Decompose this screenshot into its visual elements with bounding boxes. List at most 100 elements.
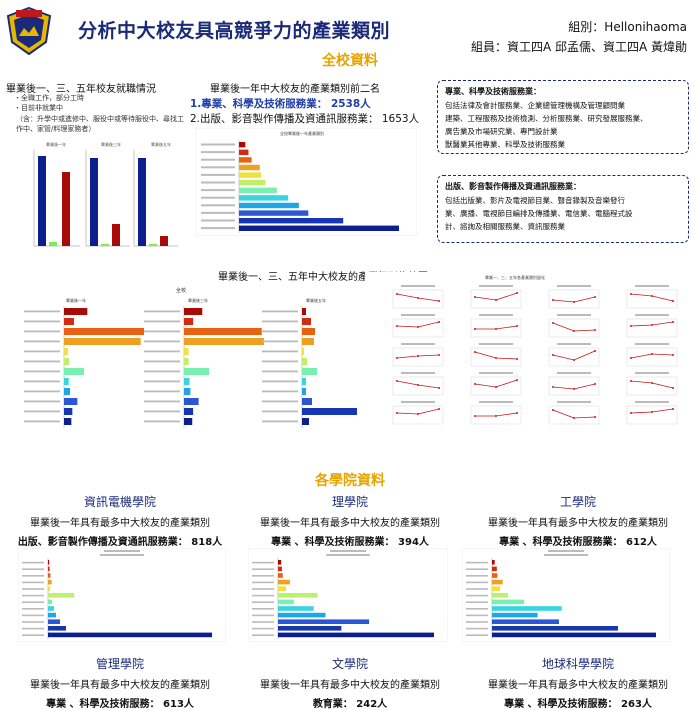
college-chart-bar	[278, 579, 290, 585]
college-category-label	[252, 561, 274, 564]
trend-overall-bar	[184, 358, 189, 365]
college-chart-bar	[278, 586, 286, 591]
trend-category-label	[144, 420, 180, 423]
employment-bar-3c	[160, 236, 168, 246]
trend-mini-plot	[626, 343, 678, 367]
school-chart-bar	[239, 149, 249, 155]
college-chart-engineering	[462, 548, 670, 642]
section-title-school: 全校資料	[322, 53, 378, 69]
school-chart-bar	[239, 172, 262, 178]
college-chart-bar	[492, 619, 559, 624]
trend-category-label	[262, 350, 298, 353]
trend-category-label	[144, 330, 180, 333]
college-card-management: 管理學院 畢業後一年具有最多中大校友的產業類別 專業 、科學及技術服務： 613…	[0, 655, 240, 710]
box2-line-3: 計、諮詢及相關服務業、資訊服務業	[445, 222, 565, 231]
school-chart-bar	[239, 142, 246, 148]
college-desc: 畢業後一年具有最多中大校友的產業類別	[488, 518, 668, 529]
college-chart-bar	[48, 593, 75, 598]
school-chart-category-label	[201, 181, 235, 184]
college-category-label	[466, 568, 488, 570]
college-category-label	[466, 621, 488, 623]
college-top-industry: 專業 、科學及技術服務： 613人	[46, 699, 194, 710]
employment-bar-3a	[138, 158, 146, 246]
trend-category-label	[262, 410, 298, 413]
school-chart-category-label	[201, 151, 235, 154]
college-chart-bar	[492, 632, 656, 638]
school-chart-category-label	[201, 189, 235, 192]
section-title-college: 各學院資料	[315, 473, 385, 489]
college-chart-bar	[278, 566, 282, 572]
college-chart-bar	[48, 606, 55, 611]
page-title: 分析中大校友具高競爭力的產業類別	[78, 20, 391, 42]
trend-mini-plot	[392, 343, 444, 367]
college-chart-science	[248, 548, 448, 642]
college-chart-bar	[492, 606, 562, 611]
trend-category-label	[144, 380, 180, 383]
college-category-label	[22, 575, 44, 577]
trend-mini-plot	[626, 314, 678, 338]
college-category-label	[466, 581, 488, 584]
college-chart-bar	[48, 612, 57, 618]
college-chart-bar	[492, 560, 495, 565]
school-chart-bar	[239, 195, 289, 201]
college-category-label	[252, 627, 274, 630]
college-name: 地球科學學院	[541, 657, 614, 671]
trend-overall-bar	[184, 368, 210, 375]
college-chart-bar	[278, 593, 318, 598]
trend-overall-bar	[302, 328, 315, 335]
trend-overall-bar	[302, 348, 304, 355]
trend-category-label	[262, 420, 298, 423]
trend-category-label	[24, 390, 60, 393]
top2-item-1: 1.專業、科學及技術服務業： 2538人	[190, 98, 371, 110]
college-category-label	[466, 588, 488, 590]
trend-grid-title: 畢業一、三、五年各產業類別變化	[485, 274, 545, 280]
employment-bar-1b	[49, 242, 57, 246]
trend-overall-bar	[64, 408, 73, 415]
college-chart-bar	[492, 626, 618, 631]
box2-heading: 出版、影音製作傳播及資通訊服務業：	[445, 182, 581, 191]
trend-category-label	[262, 400, 298, 403]
school-chart-category-label	[201, 227, 235, 230]
trend-mini-plot	[470, 285, 522, 309]
trend-overall-bar	[64, 418, 72, 425]
top2-heading: 畢業後一年中大校友的產業類別前二名	[210, 84, 380, 95]
trend-category-label	[24, 340, 60, 343]
college-top-industry: 專業 、科學及技術服務： 263人	[504, 699, 652, 710]
trend-overall-bar	[302, 368, 317, 375]
school-chart-title: 全校畢業後一年產業類別	[280, 130, 324, 136]
school-chart-category-label	[201, 166, 235, 169]
college-category-label	[466, 594, 488, 597]
trend-mini-plot	[392, 372, 444, 396]
trend-category-label	[144, 350, 180, 353]
school-chart-bar	[239, 157, 252, 163]
employment-bar-1c	[62, 172, 70, 246]
college-desc: 畢業後一年具有最多中大校友的產業類別	[260, 680, 440, 691]
college-category-label	[22, 588, 44, 590]
trend-overall-bar	[302, 338, 314, 345]
trend-overall-bar	[64, 368, 84, 375]
college-category-label	[22, 614, 44, 617]
university-logo	[6, 6, 52, 56]
box1-line-4: 獸醫業其他專業、科學及技術服務業	[445, 140, 565, 149]
trend-category-label	[24, 330, 60, 333]
trend-category-label	[262, 320, 298, 323]
college-chart-bar	[492, 566, 497, 572]
college-desc: 畢業後一年具有最多中大校友的產業類別	[30, 680, 210, 691]
trend-overall-bar	[302, 318, 311, 325]
trend-category-label	[144, 360, 180, 363]
college-category-label	[466, 575, 488, 577]
trend-category-label	[144, 370, 180, 373]
college-chart-bar	[48, 586, 51, 591]
trend-overall-bar	[184, 418, 193, 425]
college-category-label	[466, 614, 488, 617]
trend-mini-plot	[626, 372, 678, 396]
employment-bar-3b	[149, 244, 157, 246]
box1-line-2: 建築、工程服務及技術檢測、分析服務業、研究發展服務業、	[445, 114, 648, 123]
trend-category-label	[262, 370, 298, 373]
trend-overall-bar	[64, 378, 69, 385]
trend-overall-bar	[184, 318, 194, 325]
employment-chart-title-3: 畢業後五年	[151, 141, 171, 147]
college-chart-bar	[48, 626, 67, 631]
college-card-liberal-arts: 文學院 畢業後一年具有最多中大校友的產業類別 教育業： 242人	[230, 655, 470, 710]
trend-mini-plot	[470, 343, 522, 367]
